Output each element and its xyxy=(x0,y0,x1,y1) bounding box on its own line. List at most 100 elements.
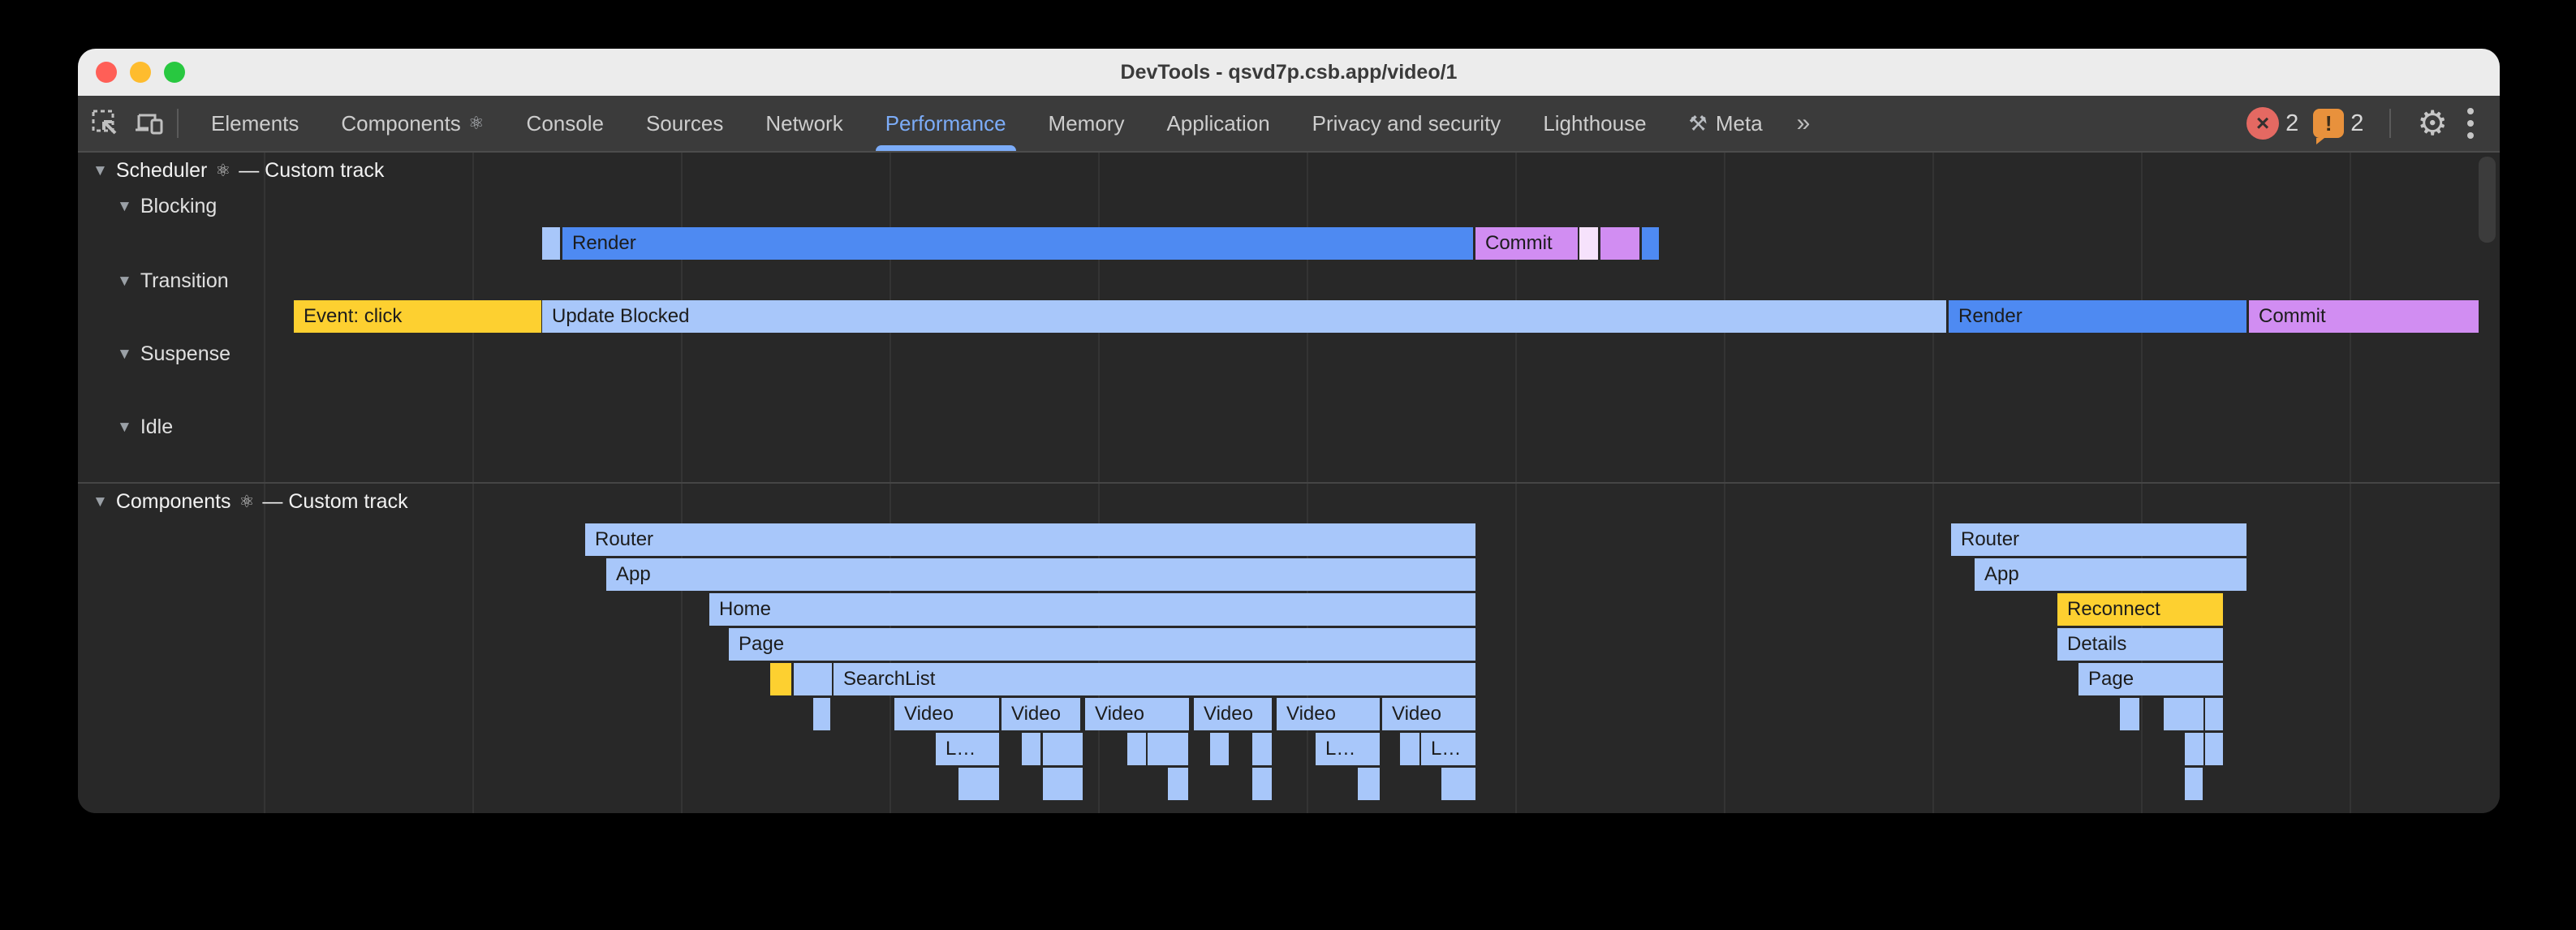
flame-bar-lightblue[interactable] xyxy=(1358,768,1380,800)
toolbar-right: × 2 ! 2 ⚙ xyxy=(2246,104,2500,144)
tab-network[interactable]: Network xyxy=(744,96,864,151)
flame-bar-video[interactable]: Video xyxy=(894,698,999,730)
flame-bar-lightblue[interactable] xyxy=(1148,733,1188,765)
flame-bar-lightblue[interactable] xyxy=(2205,733,2223,765)
flame-bar-lightblue[interactable] xyxy=(2185,733,2203,765)
flame-bar-video[interactable]: Video xyxy=(1002,698,1080,730)
flame-bar-lightblue[interactable] xyxy=(1252,768,1272,800)
flame-bar-blue[interactable] xyxy=(1642,227,1659,260)
inspect-element-icon[interactable] xyxy=(89,107,122,140)
lane-transition[interactable]: ▼ Transition xyxy=(117,269,229,293)
error-icon: × xyxy=(2246,107,2280,140)
flame-bar-render[interactable]: Render xyxy=(562,227,1473,260)
lane-suspense[interactable]: ▼ Suspense xyxy=(117,342,230,366)
warning-icon: ! xyxy=(2313,109,2345,144)
window-title: DevTools - qsvd7p.csb.app/video/1 xyxy=(1120,60,1458,84)
lane-label: Suspense xyxy=(140,342,231,365)
flame-bar-render[interactable]: Render xyxy=(1949,300,2246,333)
toolbar-separator xyxy=(177,109,179,138)
flame-bar-yellow[interactable] xyxy=(770,663,791,695)
close-button[interactable] xyxy=(96,62,117,83)
flame-bar-lightblue[interactable] xyxy=(1127,733,1146,765)
flame-bar-lightblue[interactable] xyxy=(1210,733,1229,765)
flame-bar-l-[interactable]: L… xyxy=(1316,733,1380,765)
flame-bar-searchlist[interactable]: SearchList xyxy=(834,663,1475,695)
tab-components[interactable]: Components ⚛ xyxy=(320,96,505,151)
flame-bar-commit[interactable]: Commit xyxy=(1475,227,1578,260)
flame-bar-commit[interactable]: Commit xyxy=(2249,300,2479,333)
flame-bar-event-click[interactable]: Event: click xyxy=(294,300,541,333)
track-header-components[interactable]: ▼ Components ⚛ — Custom track xyxy=(93,490,408,514)
settings-gear-icon[interactable]: ⚙ xyxy=(2417,104,2448,142)
tab-sources[interactable]: Sources xyxy=(625,96,744,151)
tab-lighthouse[interactable]: Lighthouse xyxy=(1522,96,1667,151)
tab-label: Sources xyxy=(645,110,724,136)
device-toolbar-icon[interactable] xyxy=(133,107,166,140)
minimize-button[interactable] xyxy=(130,62,151,83)
flame-bar-reconnect[interactable]: Reconnect xyxy=(2057,593,2223,626)
tab-memory[interactable]: Memory xyxy=(1027,96,1146,151)
flame-bar-page[interactable]: Page xyxy=(729,628,1475,661)
flame-bar-lightblue[interactable] xyxy=(1043,733,1083,765)
flame-bar-lightblue[interactable] xyxy=(1400,733,1419,765)
flame-bar-lightblue[interactable] xyxy=(1022,733,1040,765)
tab-label: Memory xyxy=(1048,110,1125,136)
flame-bar-lightblue[interactable] xyxy=(1168,768,1188,800)
flame-bar-router[interactable]: Router xyxy=(585,523,1475,556)
flame-bar-lightblue[interactable] xyxy=(1043,768,1083,800)
vertical-scrollbar-thumb[interactable] xyxy=(2479,157,2496,243)
tab-performance[interactable]: Performance xyxy=(864,96,1027,151)
flame-bar-lightblue[interactable] xyxy=(1441,768,1475,800)
atom-icon: ⚛ xyxy=(239,493,255,511)
lane-idle[interactable]: ▼ Idle xyxy=(117,415,173,439)
flame-bar-lightblue[interactable] xyxy=(958,768,999,800)
collapse-triangle-icon: ▼ xyxy=(93,493,108,510)
tab-meta[interactable]: ⚒ Meta xyxy=(1668,96,1784,151)
flame-bar-video[interactable]: Video xyxy=(1277,698,1380,730)
flame-bar-app[interactable]: App xyxy=(606,558,1475,591)
more-tabs-icon[interactable]: » xyxy=(1796,110,1811,136)
tab-application[interactable]: Application xyxy=(1145,96,1290,151)
warning-badge[interactable]: ! 2 xyxy=(2313,109,2363,144)
flame-bar-lightblue[interactable] xyxy=(2120,698,2139,730)
zoom-button[interactable] xyxy=(164,62,185,83)
flame-bar-app[interactable]: App xyxy=(1975,558,2246,591)
flame-bar-pale[interactable] xyxy=(1579,227,1598,260)
flame-bar-home[interactable]: Home xyxy=(709,593,1475,626)
track-header-scheduler[interactable]: ▼ Scheduler ⚛ — Custom track xyxy=(93,159,384,183)
flame-bar-lightblue[interactable] xyxy=(813,698,830,730)
track-name: Components xyxy=(115,490,231,513)
flame-bar-l-[interactable]: L… xyxy=(936,733,999,765)
flame-bar-details[interactable]: Details xyxy=(2057,628,2223,661)
tab-privacy-and-security[interactable]: Privacy and security xyxy=(1291,96,1523,151)
flame-bar-update-blocked[interactable]: Update Blocked xyxy=(542,300,1946,333)
flame-bar-lightblue[interactable] xyxy=(1252,733,1272,765)
collapse-triangle-icon: ▼ xyxy=(117,345,132,363)
flame-bar-video[interactable]: Video xyxy=(1382,698,1475,730)
lane-blocking[interactable]: ▼ Blocking xyxy=(117,195,217,218)
flame-bar-video[interactable]: Video xyxy=(1085,698,1189,730)
flame-bar-page[interactable]: Page xyxy=(2078,663,2223,695)
flame-bar-lightblue[interactable] xyxy=(2185,768,2203,800)
flame-bar-violet[interactable] xyxy=(1600,227,1639,260)
collapse-triangle-icon: ▼ xyxy=(117,197,132,215)
devtools-window: DevTools - qsvd7p.csb.app/video/1 Elemen… xyxy=(78,49,2500,813)
flame-bar-router[interactable]: Router xyxy=(1951,523,2246,556)
flame-bar-l-[interactable]: L… xyxy=(1421,733,1475,765)
flame-bar-video[interactable]: Video xyxy=(1194,698,1272,730)
tab-elements[interactable]: Elements xyxy=(190,96,320,151)
more-options-icon[interactable] xyxy=(2462,108,2479,139)
tab-label: Application xyxy=(1166,110,1270,136)
collapse-triangle-icon: ▼ xyxy=(117,418,132,436)
lane-label: Blocking xyxy=(140,195,218,217)
toolbar-separator xyxy=(2389,109,2392,138)
flame-bar-lightblue[interactable] xyxy=(2164,698,2203,730)
flame-bar-lightblue[interactable] xyxy=(794,663,832,695)
flame-bar-lightblue[interactable] xyxy=(2205,698,2223,730)
tab-label: Meta xyxy=(1715,110,1763,136)
error-badge[interactable]: × 2 xyxy=(2246,107,2298,140)
performance-flame-chart[interactable]: ▼ Scheduler ⚛ — Custom track ▼ Blocking ▼ Trans… xyxy=(78,153,2500,813)
error-count: 2 xyxy=(2285,110,2299,136)
tab-console[interactable]: Console xyxy=(506,96,625,151)
flame-bar-lightblue[interactable] xyxy=(542,227,560,260)
